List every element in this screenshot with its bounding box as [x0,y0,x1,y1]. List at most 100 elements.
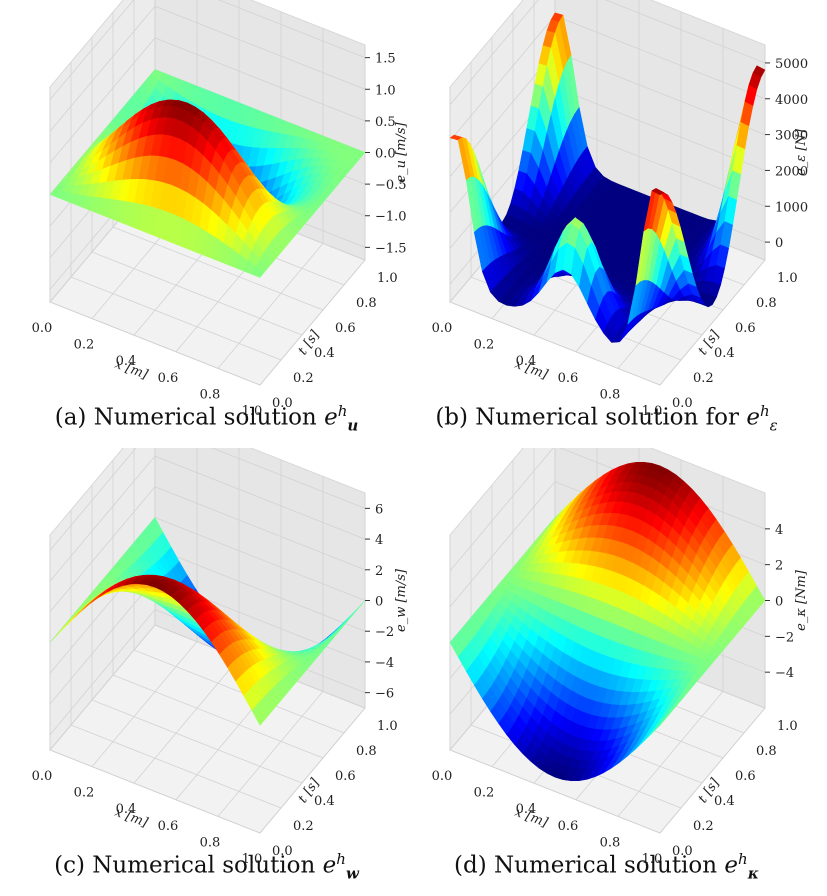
x-tick-label: 0.8 [600,387,621,402]
x-tick-label: 0.6 [558,819,579,834]
x-tick-label: 0.0 [432,769,453,784]
grid-line [49,448,366,551]
t-tick-label: 0.2 [293,371,314,386]
grid-line [91,37,303,336]
t-tick-label: 0.4 [714,346,735,361]
caption-sup: h [336,850,346,868]
t-tick-label: 0.8 [756,744,777,759]
x-tick-label: 0.2 [474,338,495,353]
z-tick-label: 2000 [775,164,808,179]
x-tick-label: 0.6 [158,819,179,834]
caption-sup: h [337,402,348,420]
surface [449,12,766,343]
surface [49,517,366,726]
caption-sub: w [345,864,359,883]
t-tick-label: 0.0 [272,844,293,859]
surface-facet [251,266,265,278]
x-tick-label: 1.0 [242,852,263,867]
x-tick-label: 1.0 [642,404,663,419]
t-tick-label: 0.6 [335,769,356,784]
z-tick-label: −0.5 [375,178,407,193]
x-tick-label: 0.2 [474,786,495,801]
caption-var: e [746,404,760,431]
z-tick-label: −2 [775,630,794,645]
grid-line [49,87,261,386]
chart-caption: (d) Numerical solution ehκ [400,850,813,882]
x-tick-label: 0.6 [558,371,579,386]
z-tick-label: 6 [375,502,383,517]
grid-line [49,0,366,100]
z-tick-label: 3000 [775,129,808,144]
z-tick-label: 5000 [775,57,808,72]
z-tick-label: 0 [375,595,383,610]
x-tick-label: 0.2 [74,786,95,801]
grid-line [49,5,366,132]
caption-prefix: (d) Numerical solution [454,852,718,879]
x-tick-label: 0.4 [516,802,537,817]
x-tick-label: 0.2 [74,338,95,353]
caption-sub: κ [747,864,759,883]
z-tick-label: 1.5 [375,52,396,67]
caption-prefix: (b) Numerical solution for [435,404,740,431]
t-tick-label: 0.6 [335,321,356,336]
t-tick-label: 0.4 [314,794,335,809]
z-tick-label: 2 [375,564,383,579]
caption-prefix: (a) Numerical solution [54,404,317,431]
z-tick-label: −1.5 [375,241,407,256]
t-tick-label: 0.6 [735,769,756,784]
t-tick-label: 1.0 [777,271,798,286]
x-tick-label: 0.6 [158,371,179,386]
grid-line [49,455,366,582]
t-tick-label: 1.0 [377,271,398,286]
z-tick-label: −4 [775,666,794,681]
z-axis-label: e_κ [Nm] [794,569,809,631]
z-tick-label: 0.0 [375,147,396,162]
z-axis-label: e_ε [N] [794,128,809,176]
z-tick-label: 2 [775,559,783,574]
z-tick-label: 0.5 [375,115,396,130]
caption-prefix: (c) Numerical solution [54,852,316,879]
t-tick-label: 1.0 [377,719,398,734]
z-axis-label: e_w [m/s] [394,568,409,632]
surface-plot: 0.00.20.40.60.81.0x [m]0.00.20.40.60.81.… [32,0,409,419]
z-tick-label: 1000 [775,200,808,215]
t-tick-label: 0.6 [735,321,756,336]
t-tick-label: 0.8 [356,744,377,759]
t-tick-label: 0.4 [714,794,735,809]
z-tick-label: −1.0 [375,210,407,225]
t-tick-label: 1.0 [777,719,798,734]
x-tick-label: 0.0 [32,769,53,784]
surface [49,69,366,278]
x-tick-label: 0.8 [600,835,621,850]
t-tick-label: 0.2 [693,371,714,386]
surface-facet [251,705,265,726]
caption-var: e [322,852,337,879]
grid-line [49,535,261,834]
chart-caption: (c) Numerical solution ehw [0,850,413,882]
x-tick-label: 1.0 [242,404,263,419]
z-tick-label: 4000 [775,93,808,108]
z-tick-label: 0 [775,595,783,610]
x-tick-label: 0.0 [432,321,453,336]
z-tick-label: −4 [375,656,394,671]
caption-sup: h [759,402,770,420]
t-tick-label: 0.0 [672,396,693,411]
grid-line [49,486,366,613]
z-tick-label: −2 [375,625,394,640]
surface-plot: 0.00.20.40.60.81.0x [m]0.00.20.40.60.81.… [432,0,809,419]
z-tick-label: 0 [775,236,783,251]
x-tick-label: 0.4 [116,802,137,817]
z-tick-label: 4 [375,533,383,548]
x-tick-label: 0.0 [32,321,53,336]
chart-caption: (a) Numerical solution ehu [0,402,413,434]
chart-panel-axial-velocity: Axial velocity 0.00.20.40.60.81.0x [m]0.… [0,0,413,448]
x-tick-label: 0.8 [200,835,221,850]
t-tick-label: 0.2 [693,819,714,834]
caption-var: e [724,852,739,879]
z-axis-label: e_u [m/s] [394,121,409,182]
x-tick-label: 0.4 [116,354,137,369]
surface [449,461,766,782]
z-tick-label: 4 [775,523,783,538]
grid-line [70,62,282,361]
t-tick-label: 0.8 [756,296,777,311]
